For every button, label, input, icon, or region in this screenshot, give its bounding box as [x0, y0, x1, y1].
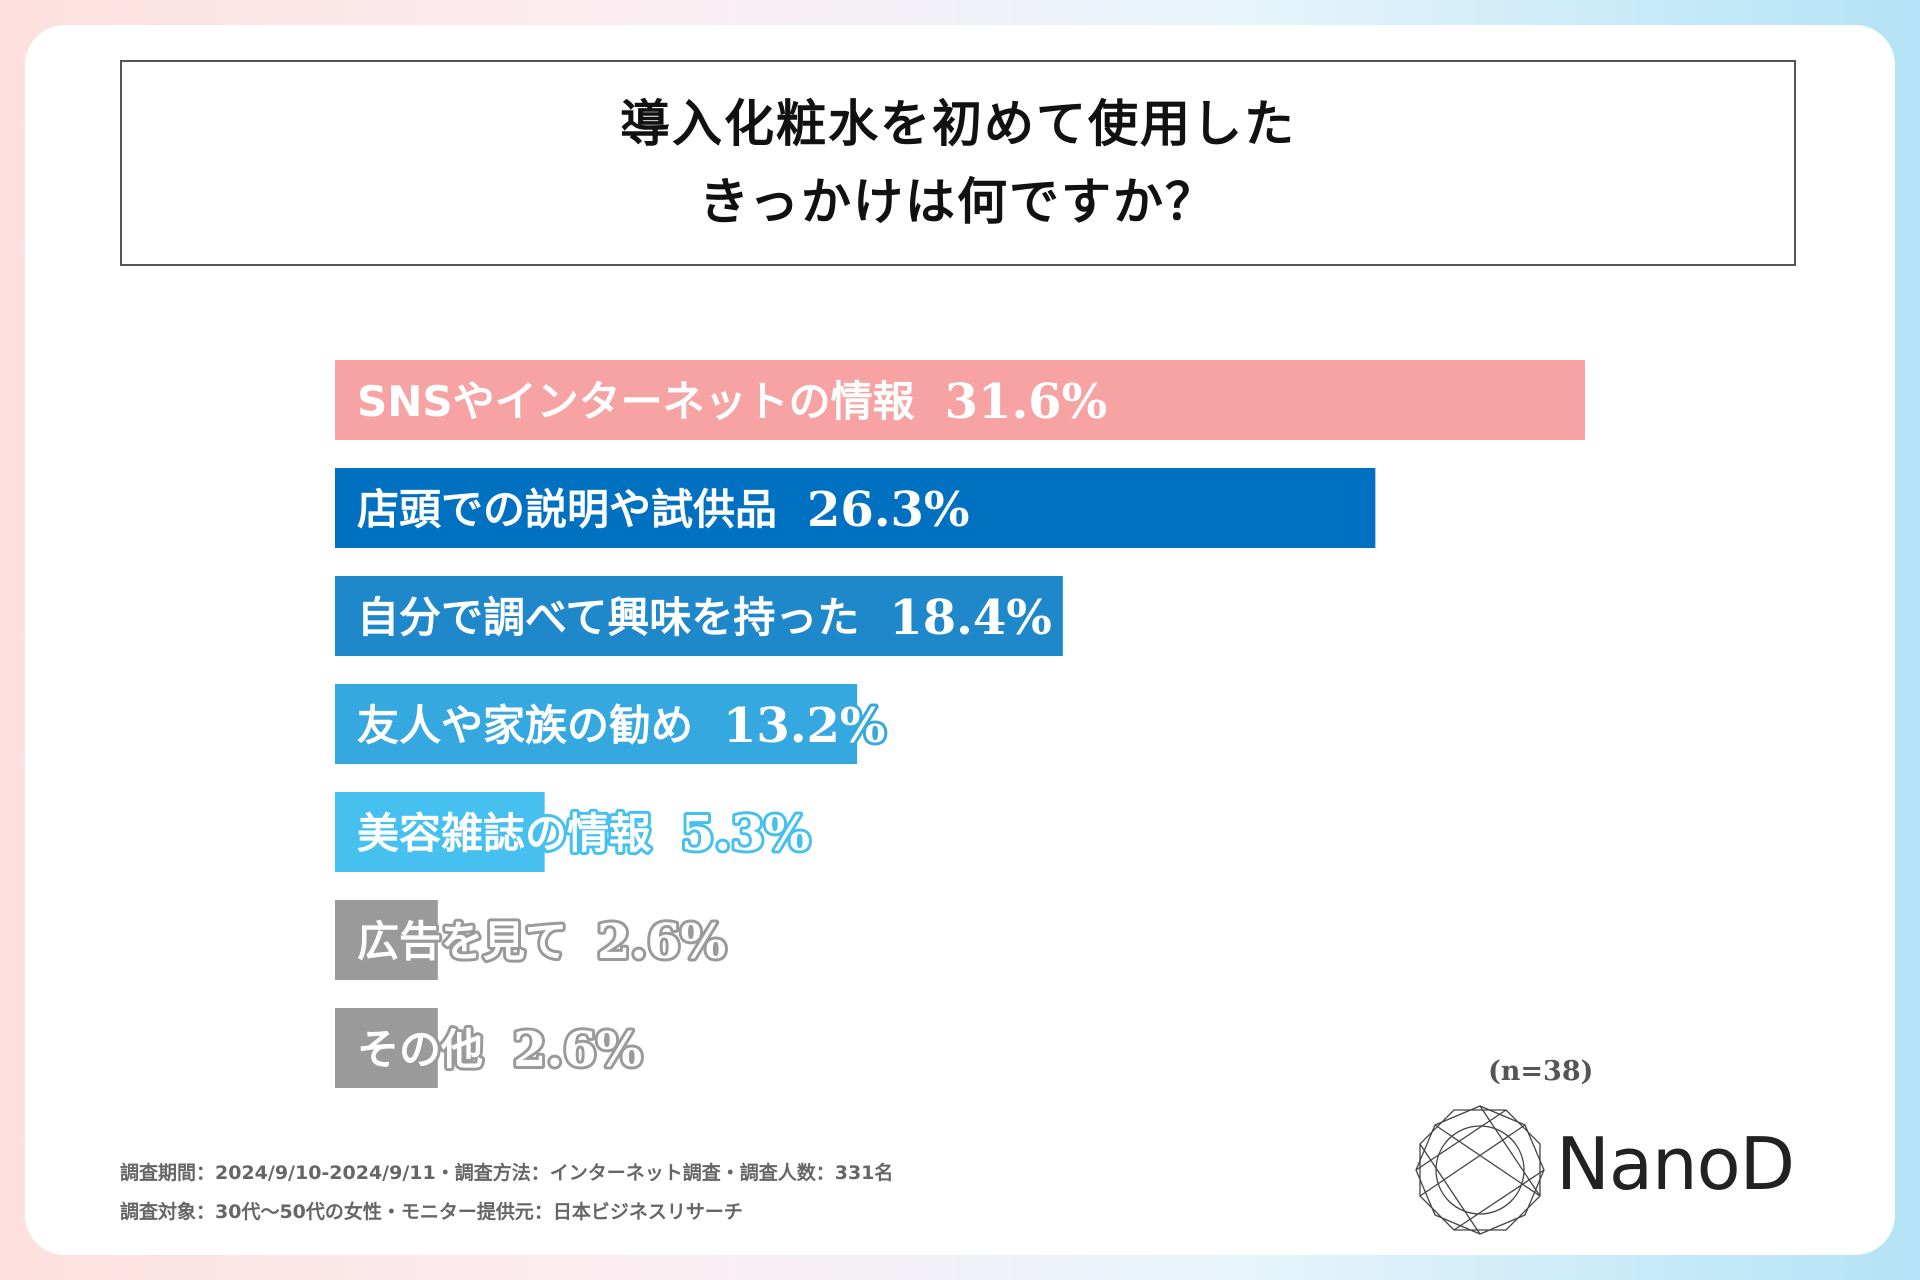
- bar-6: [335, 1008, 438, 1088]
- bar-5: [335, 900, 438, 980]
- bar-label-5: 広告を見て: [357, 917, 567, 966]
- bar-value-6: 2.6%: [513, 1022, 642, 1078]
- bar-value-1: 26.3%: [807, 482, 970, 538]
- survey-footnote-2: 調査対象：30代〜50代の女性・モニター提供元：日本ビジネスリサーチ: [120, 1201, 743, 1223]
- bar-label-1: 店頭での説明や試供品: [357, 485, 777, 534]
- bar-value-4: 5.3%: [681, 806, 810, 862]
- bar-value-5: 2.6%: [597, 914, 726, 970]
- chart-title-line-1: 導入化粧水を初めて使用した: [620, 95, 1296, 153]
- chart-title-box: 導入化粧水を初めて使用した きっかけは何ですか？: [120, 60, 1796, 266]
- bar-label-6: その他: [357, 1025, 483, 1074]
- bar-value-0: 31.6%: [945, 374, 1108, 430]
- bar-value-2: 18.4%: [889, 590, 1052, 646]
- bar-2: [335, 576, 1063, 656]
- bar-0: [335, 360, 1585, 440]
- chart-title-line-2: きっかけは何ですか？: [699, 173, 1217, 231]
- survey-footnote-1: 調査期間：2024/9/10-2024/9/11・調査方法：インターネット調査・…: [120, 1162, 894, 1184]
- brand-logo-text: NanoD: [1556, 1122, 1795, 1206]
- bar-value-3: 13.2%: [723, 698, 886, 754]
- bar-label-4: 美容雑誌の情報: [357, 809, 651, 858]
- bar-label-2: 自分で調べて興味を持った: [357, 593, 859, 642]
- sample-size-label: (n=38): [1488, 1056, 1594, 1087]
- diamond-logo-icon: [1415, 1105, 1545, 1235]
- bar-label-0: SNSやインターネットの情報: [357, 377, 915, 426]
- bar-4: [335, 792, 545, 872]
- bar-label-3: 友人や家族の勧め: [357, 701, 693, 750]
- bar-3: [335, 684, 858, 764]
- bar-1: [335, 468, 1376, 548]
